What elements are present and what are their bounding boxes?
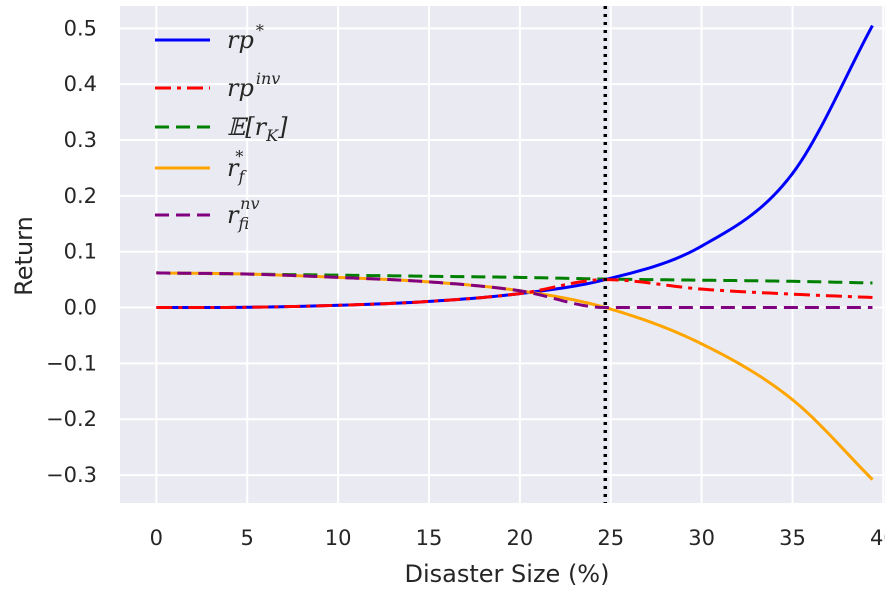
series-lines: [156, 24, 874, 481]
x-tick-label: 5: [241, 526, 254, 550]
y-tick-label: 0.3: [64, 128, 97, 152]
legend-label: rp inv: [227, 69, 280, 102]
x-tick-label: 0: [150, 526, 163, 550]
x-tick-label: 10: [325, 526, 352, 550]
y-tick-label: 0.5: [64, 16, 97, 40]
x-tick-label: 30: [688, 526, 715, 550]
y-tick-label: 0.0: [64, 296, 97, 320]
x-tick-label: 20: [506, 526, 533, 550]
y-tick-label: −0.1: [46, 351, 97, 375]
y-tick-label: 0.2: [64, 184, 97, 208]
y-axis-title: Return: [10, 216, 38, 296]
x-tick-label: 15: [416, 526, 443, 550]
legend: rp * rp inv 𝔼[rK]rf* rfinv: [155, 21, 288, 233]
legend-label: rf*: [227, 147, 247, 186]
x-tick-label: 35: [779, 526, 806, 550]
x-axis-title: Disaster Size (%): [405, 560, 610, 588]
y-tick-label: 0.4: [64, 72, 97, 96]
series-line: [156, 278, 873, 310]
legend-label: 𝔼[rK]: [227, 113, 288, 145]
series-line: [156, 271, 873, 285]
tick-labels: 0 5 10 15 20 25 30 35 40 0.5 0.4 0.3 0.2 0.1 0.0 −0.1 −0…: [46, 16, 885, 550]
y-tick-label: 0.1: [64, 240, 97, 264]
legend-label: rfinv: [227, 194, 260, 233]
legend-label: rp *: [227, 21, 264, 54]
x-tick-label: 40: [870, 526, 885, 550]
x-tick-label: 25: [597, 526, 624, 550]
y-tick-label: −0.3: [46, 463, 97, 487]
series-line: [156, 271, 873, 310]
y-tick-label: −0.2: [46, 407, 97, 431]
grid-lines: [120, 6, 885, 503]
